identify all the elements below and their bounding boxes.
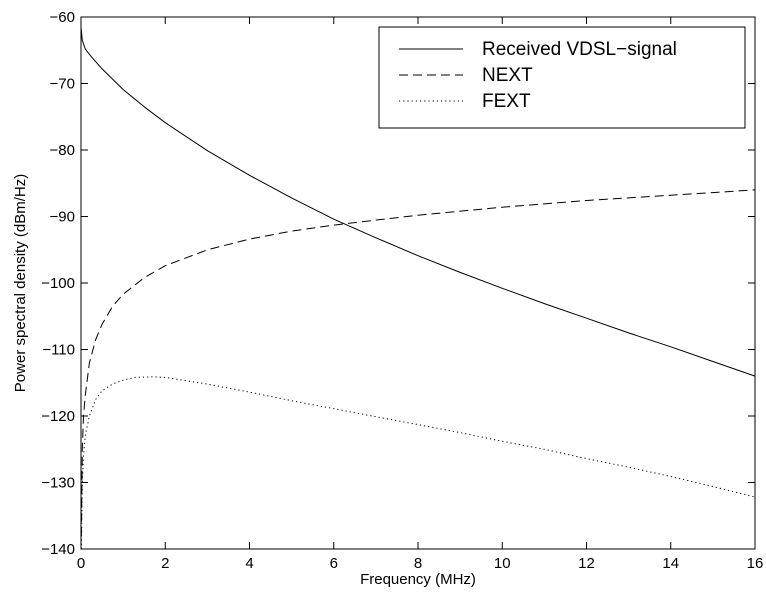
y-tick-label: −110: [42, 342, 75, 359]
x-tick-label: 6: [330, 555, 338, 572]
y-tick-label: −70: [50, 76, 75, 93]
y-tick-label: −80: [50, 142, 75, 159]
y-tick-label: −90: [50, 209, 75, 226]
x-tick-label: 14: [662, 555, 679, 572]
y-axis-label: Power spectral density (dBm/Hz): [12, 174, 29, 392]
legend-label: NEXT: [482, 65, 533, 86]
y-tick-label: −100: [41, 275, 75, 292]
y-axis-ticks: −140 −130 −120 −110 −100 −90 −80 −70 −60: [41, 9, 755, 558]
y-tick-label: −60: [50, 9, 75, 26]
x-tick-label: 2: [161, 555, 169, 572]
y-tick-label: −130: [41, 475, 75, 492]
legend-box: [378, 26, 746, 129]
x-tick-label: 0: [77, 555, 85, 572]
x-axis-label: Frequency (MHz): [360, 571, 476, 588]
x-axis-ticks: 0 2 4 6 8 10 12 14 16: [77, 17, 764, 572]
x-tick-label: 12: [578, 555, 595, 572]
series-line-dashed: [80, 189, 756, 536]
x-tick-label: 10: [494, 555, 511, 572]
series-line-dotted: [80, 376, 756, 550]
x-tick-label: 8: [414, 555, 422, 572]
legend-label: Received VDSL−signal: [482, 39, 677, 60]
series-layer: [80, 26, 756, 550]
x-tick-label: 16: [747, 555, 764, 572]
legend: Received VDSL−signal NEXT FEXT: [378, 26, 746, 129]
legend-label: FEXT: [482, 91, 531, 112]
y-tick-label: −140: [41, 541, 75, 558]
series-line-solid: [80, 26, 756, 377]
x-tick-label: 4: [245, 555, 253, 572]
y-tick-label: −120: [41, 408, 75, 425]
